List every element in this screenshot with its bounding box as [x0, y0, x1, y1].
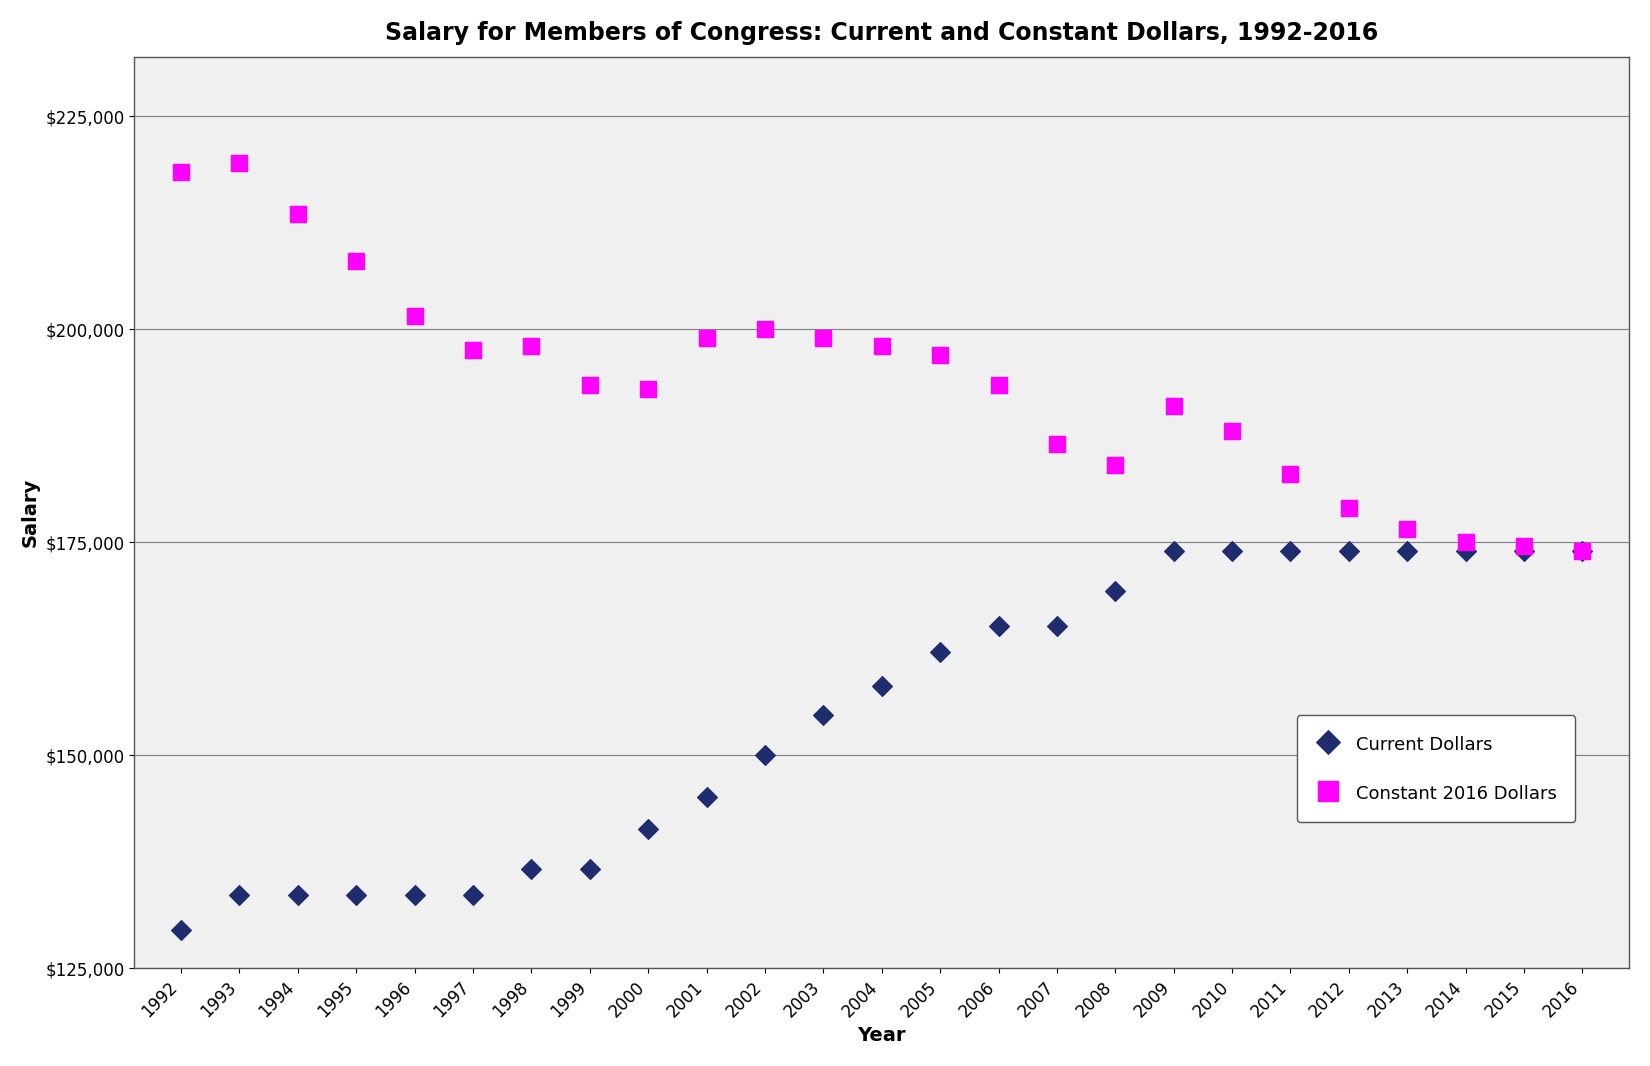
Current Dollars — [168, 921, 195, 938]
Legend: Current Dollars, Constant 2016 Dollars: Current Dollars, Constant 2016 Dollars — [1297, 715, 1576, 822]
Current Dollars — [635, 821, 662, 838]
Title: Salary for Members of Congress: Current and Constant Dollars, 1992-2016: Salary for Members of Congress: Current … — [384, 21, 1378, 45]
Y-axis label: Salary: Salary — [21, 478, 40, 547]
Constant 2016 Dollars — [752, 321, 779, 338]
Constant 2016 Dollars — [1277, 466, 1304, 483]
Current Dollars — [810, 707, 837, 724]
X-axis label: Year: Year — [858, 1027, 906, 1045]
Constant 2016 Dollars — [1102, 457, 1129, 474]
Constant 2016 Dollars — [576, 376, 602, 393]
Current Dollars — [1511, 543, 1538, 560]
Constant 2016 Dollars — [985, 376, 1011, 393]
Current Dollars — [285, 887, 312, 904]
Current Dollars — [401, 887, 427, 904]
Constant 2016 Dollars — [285, 206, 312, 223]
Constant 2016 Dollars — [927, 346, 954, 364]
Current Dollars — [1044, 617, 1071, 634]
Current Dollars — [1452, 543, 1478, 560]
Constant 2016 Dollars — [1569, 543, 1596, 560]
Current Dollars — [343, 887, 370, 904]
Constant 2016 Dollars — [460, 342, 487, 359]
Current Dollars — [1394, 543, 1421, 560]
Current Dollars — [226, 887, 252, 904]
Current Dollars — [1569, 543, 1596, 560]
Current Dollars — [1336, 543, 1363, 560]
Constant 2016 Dollars — [1452, 534, 1478, 551]
Constant 2016 Dollars — [343, 253, 370, 270]
Current Dollars — [985, 617, 1011, 634]
Current Dollars — [460, 887, 487, 904]
Current Dollars — [1219, 543, 1246, 560]
Constant 2016 Dollars — [1394, 521, 1421, 538]
Constant 2016 Dollars — [635, 381, 662, 398]
Constant 2016 Dollars — [868, 338, 894, 355]
Constant 2016 Dollars — [1219, 423, 1246, 440]
Current Dollars — [1102, 582, 1129, 599]
Constant 2016 Dollars — [1336, 500, 1363, 517]
Constant 2016 Dollars — [1160, 398, 1186, 415]
Constant 2016 Dollars — [168, 163, 195, 180]
Current Dollars — [1160, 543, 1186, 560]
Constant 2016 Dollars — [518, 338, 544, 355]
Current Dollars — [1277, 543, 1304, 560]
Constant 2016 Dollars — [693, 329, 719, 346]
Constant 2016 Dollars — [401, 308, 427, 325]
Constant 2016 Dollars — [810, 329, 837, 346]
Current Dollars — [752, 746, 779, 763]
Current Dollars — [693, 789, 719, 806]
Current Dollars — [868, 678, 894, 695]
Current Dollars — [927, 644, 954, 661]
Current Dollars — [518, 860, 544, 877]
Constant 2016 Dollars — [1044, 436, 1071, 453]
Current Dollars — [576, 860, 602, 877]
Constant 2016 Dollars — [1511, 538, 1538, 555]
Constant 2016 Dollars — [226, 155, 252, 172]
